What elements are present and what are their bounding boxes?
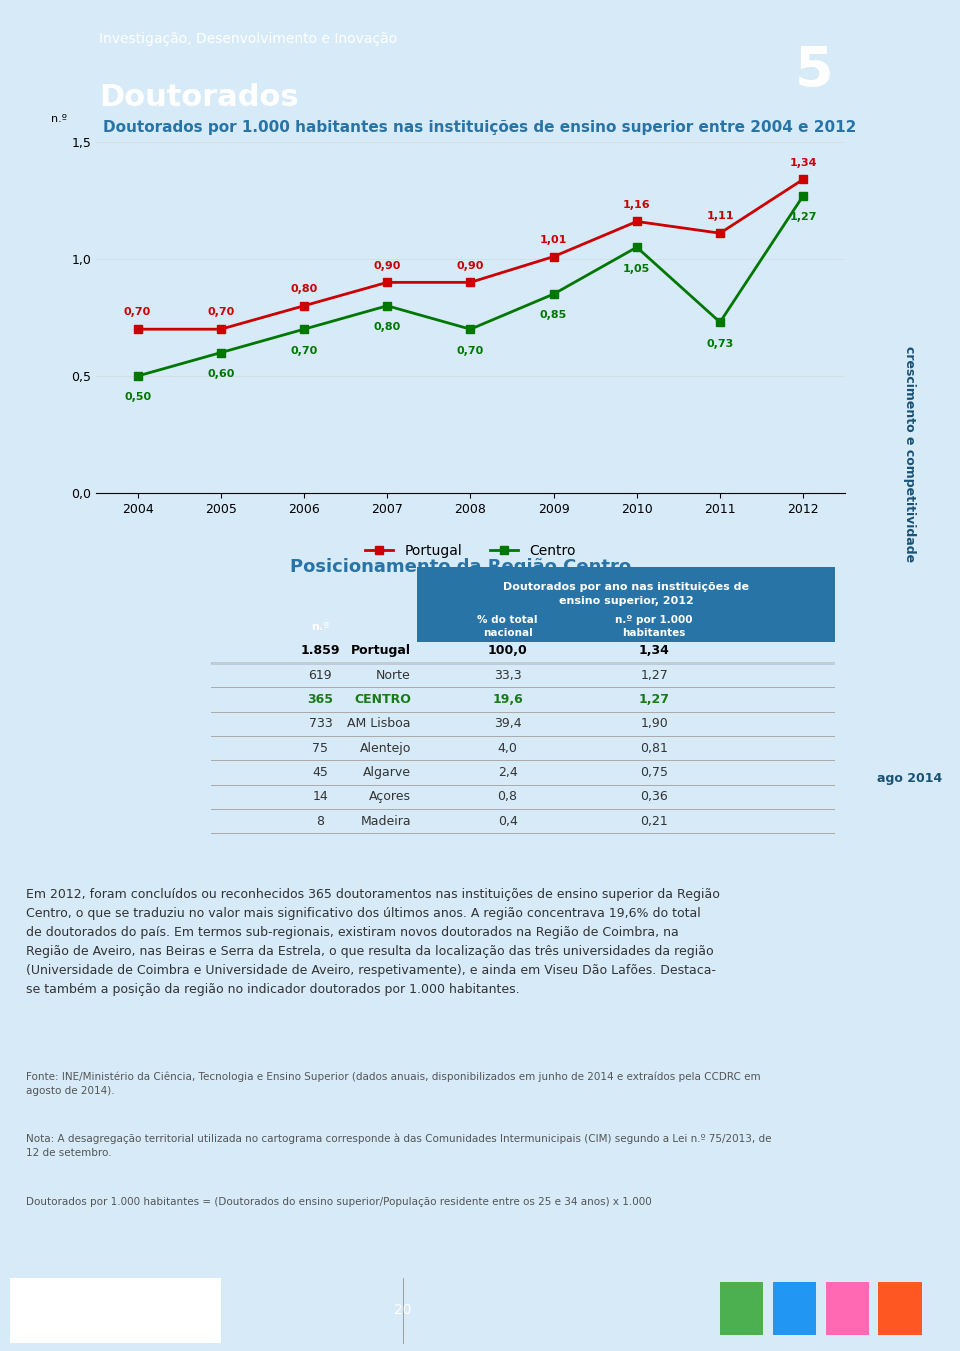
Text: 1,16: 1,16 bbox=[623, 200, 651, 209]
Text: 33,3: 33,3 bbox=[493, 669, 521, 681]
Text: 100,0: 100,0 bbox=[488, 644, 527, 657]
Text: CENTRO: CENTRO bbox=[354, 693, 411, 705]
Legend: Portugal, Centro: Portugal, Centro bbox=[360, 538, 581, 563]
Text: 1,27: 1,27 bbox=[640, 669, 668, 681]
Text: 619: 619 bbox=[308, 669, 332, 681]
Text: 0,75: 0,75 bbox=[640, 766, 668, 780]
Text: Investigação, Desenvolvimento e Inovação: Investigação, Desenvolvimento e Inovação bbox=[99, 32, 397, 46]
Text: 1.859: 1.859 bbox=[300, 644, 340, 657]
Text: Em 2012, foram concluídos ou reconhecidos 365 doutoramentos nas instituições de : Em 2012, foram concluídos ou reconhecido… bbox=[26, 888, 720, 996]
FancyBboxPatch shape bbox=[878, 1282, 922, 1335]
Text: Norte: Norte bbox=[376, 669, 411, 681]
Text: 8: 8 bbox=[317, 815, 324, 828]
Text: 0,90: 0,90 bbox=[373, 261, 401, 270]
Text: 0,90: 0,90 bbox=[457, 261, 484, 270]
Text: 5: 5 bbox=[795, 43, 833, 97]
Text: 0,73: 0,73 bbox=[707, 339, 733, 349]
Text: 75: 75 bbox=[312, 742, 328, 755]
Text: 0,8: 0,8 bbox=[497, 790, 517, 804]
Text: 2,4: 2,4 bbox=[497, 766, 517, 780]
Text: Fonte: INE/Ministério da Ciência, Tecnologia e Ensino Superior (dados anuais, di: Fonte: INE/Ministério da Ciência, Tecnol… bbox=[26, 1071, 760, 1096]
Text: Alentejo: Alentejo bbox=[359, 742, 411, 755]
Text: 733: 733 bbox=[308, 717, 332, 731]
Text: 0,70: 0,70 bbox=[457, 346, 484, 355]
Text: AM Lisboa: AM Lisboa bbox=[348, 717, 411, 731]
Text: n.º: n.º bbox=[51, 115, 67, 124]
Text: 0,21: 0,21 bbox=[640, 815, 668, 828]
Text: Nota: A desagregação territorial utilizada no cartograma corresponde à das Comun: Nota: A desagregação territorial utiliza… bbox=[26, 1133, 771, 1158]
FancyBboxPatch shape bbox=[826, 1282, 869, 1335]
Text: n.º: n.º bbox=[311, 621, 329, 632]
Text: 0,70: 0,70 bbox=[290, 346, 318, 355]
Text: 1,27: 1,27 bbox=[789, 212, 817, 222]
Text: Posicionamento da Região Centro: Posicionamento da Região Centro bbox=[290, 558, 632, 577]
Text: 0,81: 0,81 bbox=[640, 742, 668, 755]
Text: Açores: Açores bbox=[369, 790, 411, 804]
FancyBboxPatch shape bbox=[720, 1282, 763, 1335]
Text: 0,4: 0,4 bbox=[497, 815, 517, 828]
Text: 365: 365 bbox=[307, 693, 333, 705]
Text: Doutorados por 1.000 habitantes = (Doutorados do ensino superior/População resid: Doutorados por 1.000 habitantes = (Douto… bbox=[26, 1197, 652, 1206]
Text: 0,60: 0,60 bbox=[207, 369, 234, 380]
Text: 0,70: 0,70 bbox=[207, 308, 234, 317]
FancyBboxPatch shape bbox=[417, 567, 835, 642]
Text: 19,6: 19,6 bbox=[492, 693, 523, 705]
Text: 1,90: 1,90 bbox=[640, 717, 668, 731]
Text: 1,34: 1,34 bbox=[789, 158, 817, 168]
Text: 0,85: 0,85 bbox=[540, 311, 567, 320]
Text: 1,34: 1,34 bbox=[638, 644, 670, 657]
Text: 1,27: 1,27 bbox=[638, 693, 670, 705]
Text: 0,80: 0,80 bbox=[373, 322, 401, 332]
Text: 0,50: 0,50 bbox=[124, 392, 151, 403]
Text: 4,0: 4,0 bbox=[497, 742, 517, 755]
Text: % do total
nacional: % do total nacional bbox=[477, 615, 538, 639]
Text: 0,80: 0,80 bbox=[290, 284, 318, 295]
Text: 45: 45 bbox=[312, 766, 328, 780]
Text: 0,36: 0,36 bbox=[640, 790, 668, 804]
Text: n.º por 1.000
habitantes: n.º por 1.000 habitantes bbox=[615, 615, 693, 639]
FancyBboxPatch shape bbox=[10, 1278, 221, 1343]
FancyBboxPatch shape bbox=[773, 1282, 816, 1335]
Text: 1,01: 1,01 bbox=[540, 235, 567, 245]
Text: Doutorados: Doutorados bbox=[99, 84, 299, 112]
Text: 1,11: 1,11 bbox=[707, 212, 733, 222]
Text: 20: 20 bbox=[395, 1304, 412, 1317]
Text: Algarve: Algarve bbox=[363, 766, 411, 780]
Text: Doutorados por 1.000 habitantes nas instituições de ensino superior entre 2004 e: Doutorados por 1.000 habitantes nas inst… bbox=[104, 120, 856, 135]
Text: Doutorados por ano nas instituições de
ensino superior, 2012: Doutorados por ano nas instituições de e… bbox=[503, 582, 749, 607]
Text: 14: 14 bbox=[313, 790, 328, 804]
Text: Portugal: Portugal bbox=[351, 644, 411, 657]
Text: 39,4: 39,4 bbox=[493, 717, 521, 731]
Text: crescimento e competitividade: crescimento e competitividade bbox=[903, 346, 916, 562]
Text: ago 2014: ago 2014 bbox=[877, 773, 942, 785]
Text: 1,05: 1,05 bbox=[623, 263, 651, 274]
Text: Madeira: Madeira bbox=[360, 815, 411, 828]
Text: 0,70: 0,70 bbox=[124, 308, 152, 317]
